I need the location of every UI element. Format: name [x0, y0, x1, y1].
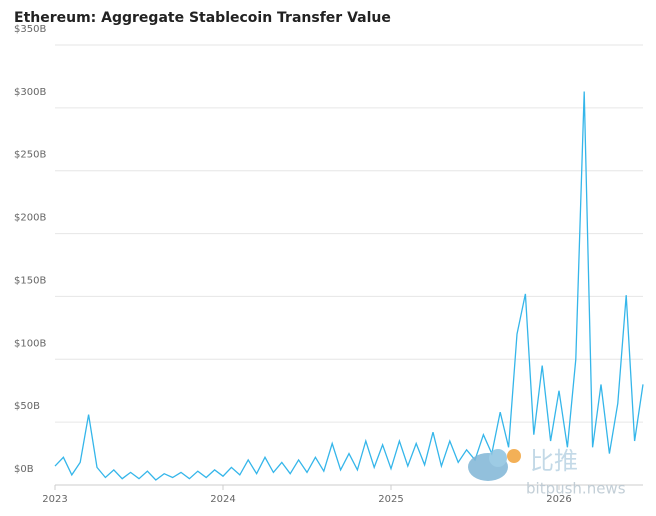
watermark-brand: 比推	[530, 447, 578, 475]
y-tick-label: $50B	[14, 401, 40, 412]
x-tick-label: 2026	[546, 494, 571, 505]
watermark-bird-head	[489, 449, 507, 467]
y-tick-label: $100B	[14, 338, 46, 349]
y-tick-label: $0B	[14, 464, 34, 475]
x-tick-label: 2025	[378, 494, 403, 505]
y-tick-label: $350B	[14, 24, 46, 35]
y-tick-label: $200B	[14, 213, 46, 224]
y-tick-label: $150B	[14, 275, 46, 286]
series-line	[54, 91, 644, 481]
chart-title: Ethereum: Aggregate Stablecoin Transfer …	[14, 10, 391, 26]
y-tick-label: $300B	[14, 87, 46, 98]
x-tick-label: 2023	[42, 494, 67, 505]
watermark-site: bitpush.news	[526, 480, 626, 498]
y-tick-label: $250B	[14, 150, 46, 161]
watermark-coin	[507, 449, 521, 463]
watermark: 比推 bitpush.news	[468, 447, 626, 498]
x-tick-label: 2024	[210, 494, 235, 505]
